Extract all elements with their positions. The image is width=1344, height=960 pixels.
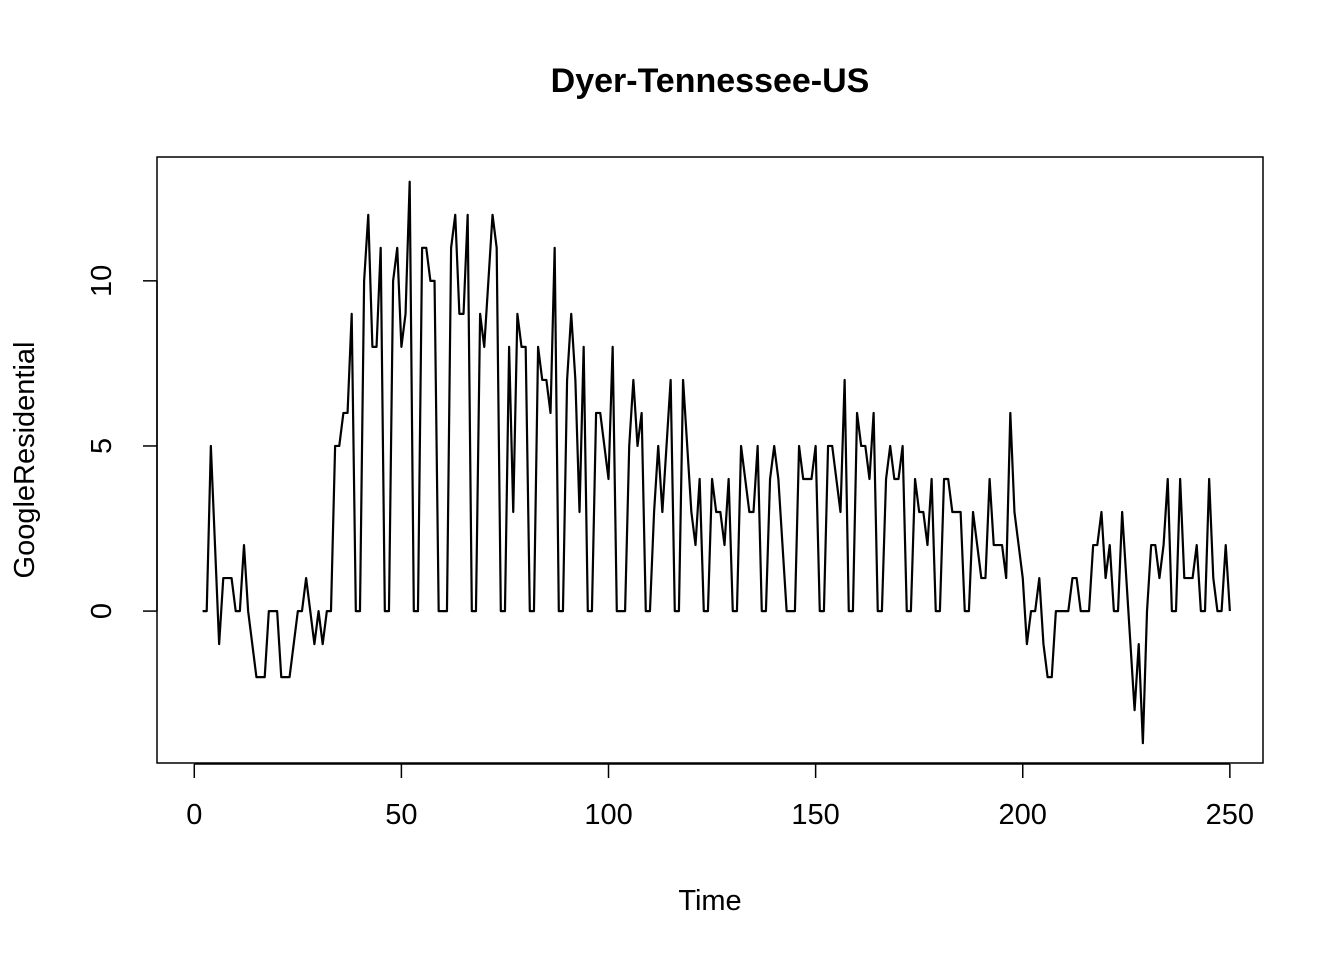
plot-frame [156, 156, 1264, 764]
x-tick-label: 250 [1206, 799, 1254, 831]
y-axis-label: GoogleResidential [9, 342, 41, 579]
y-tick-label: 10 [86, 265, 118, 297]
chart-title: Dyer-Tennessee-US [551, 62, 870, 100]
x-tick-label: 200 [999, 799, 1047, 831]
series-line [202, 180, 1231, 745]
x-tick-label: 150 [791, 799, 839, 831]
y-tick-label: 5 [86, 438, 118, 454]
x-tick-label: 50 [385, 799, 417, 831]
x-axis: 0 50 100 150 200 250 [186, 763, 1254, 831]
x-axis-label: Time [678, 885, 741, 917]
x-tick-label: 100 [584, 799, 632, 831]
y-tick-label: 0 [86, 603, 118, 619]
y-axis: 0 5 10 [86, 265, 158, 619]
x-tick-label: 0 [186, 799, 202, 831]
